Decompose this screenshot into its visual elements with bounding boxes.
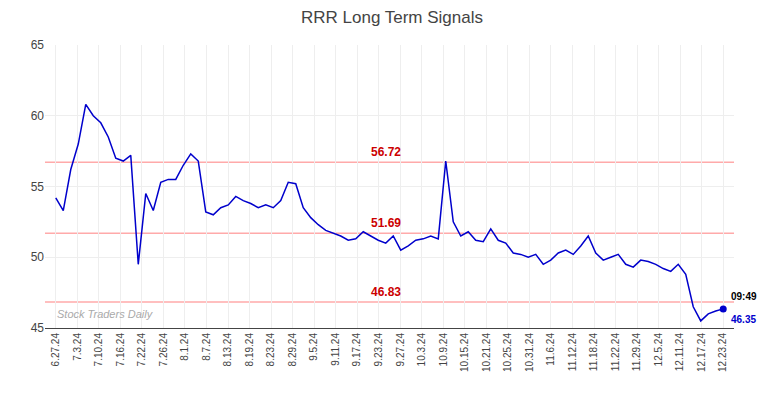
svg-text:6.27.24: 6.27.24 [50, 333, 61, 367]
svg-text:8.29.24: 8.29.24 [287, 333, 298, 367]
svg-text:9.27.24: 9.27.24 [395, 333, 406, 367]
svg-text:46.35: 46.35 [731, 314, 756, 325]
svg-text:7.26.24: 7.26.24 [158, 333, 169, 367]
svg-text:12.17.24: 12.17.24 [696, 333, 707, 372]
svg-text:7.3.24: 7.3.24 [72, 333, 83, 361]
svg-text:9.17.24: 9.17.24 [351, 333, 362, 367]
svg-text:65: 65 [31, 38, 45, 52]
svg-text:10.21.24: 10.21.24 [481, 333, 492, 372]
svg-text:12.5.24: 12.5.24 [653, 333, 664, 367]
svg-text:12.23.24: 12.23.24 [717, 333, 728, 372]
svg-text:51.69: 51.69 [371, 216, 401, 230]
svg-text:7.16.24: 7.16.24 [115, 333, 126, 367]
svg-text:11.18.24: 11.18.24 [588, 333, 599, 372]
svg-text:10.15.24: 10.15.24 [459, 333, 470, 372]
svg-text:10.31.24: 10.31.24 [524, 333, 535, 372]
svg-text:46.83: 46.83 [371, 285, 401, 299]
svg-text:9.23.24: 9.23.24 [373, 333, 384, 367]
svg-text:8.1.24: 8.1.24 [179, 333, 190, 361]
svg-text:9.11.24: 9.11.24 [330, 333, 341, 366]
svg-text:10.3.24: 10.3.24 [416, 333, 427, 367]
svg-text:RRR Long Term Signals: RRR Long Term Signals [301, 8, 483, 27]
svg-text:7.10.24: 7.10.24 [93, 333, 104, 367]
svg-text:8.7.24: 8.7.24 [201, 333, 212, 361]
svg-text:8.23.24: 8.23.24 [265, 333, 276, 367]
svg-text:55: 55 [31, 180, 45, 194]
svg-text:8.13.24: 8.13.24 [222, 333, 233, 367]
svg-text:10.9.24: 10.9.24 [438, 333, 449, 367]
svg-text:7.22.24: 7.22.24 [136, 333, 147, 367]
svg-text:11.6.24: 11.6.24 [545, 333, 556, 366]
svg-text:11.12.24: 11.12.24 [567, 333, 578, 372]
svg-text:11.29.24: 11.29.24 [631, 333, 642, 372]
svg-text:56.72: 56.72 [371, 145, 401, 159]
svg-text:8.19.24: 8.19.24 [244, 333, 255, 367]
svg-text:11.22.24: 11.22.24 [610, 333, 621, 372]
svg-text:Stock Traders Daily: Stock Traders Daily [57, 308, 154, 320]
svg-text:09:49: 09:49 [731, 291, 757, 302]
svg-text:45: 45 [31, 321, 45, 335]
svg-text:10.25.24: 10.25.24 [502, 333, 513, 372]
svg-text:60: 60 [31, 109, 45, 123]
svg-text:50: 50 [31, 250, 45, 264]
svg-text:9.5.24: 9.5.24 [308, 333, 319, 361]
svg-text:12.11.24: 12.11.24 [674, 333, 685, 372]
